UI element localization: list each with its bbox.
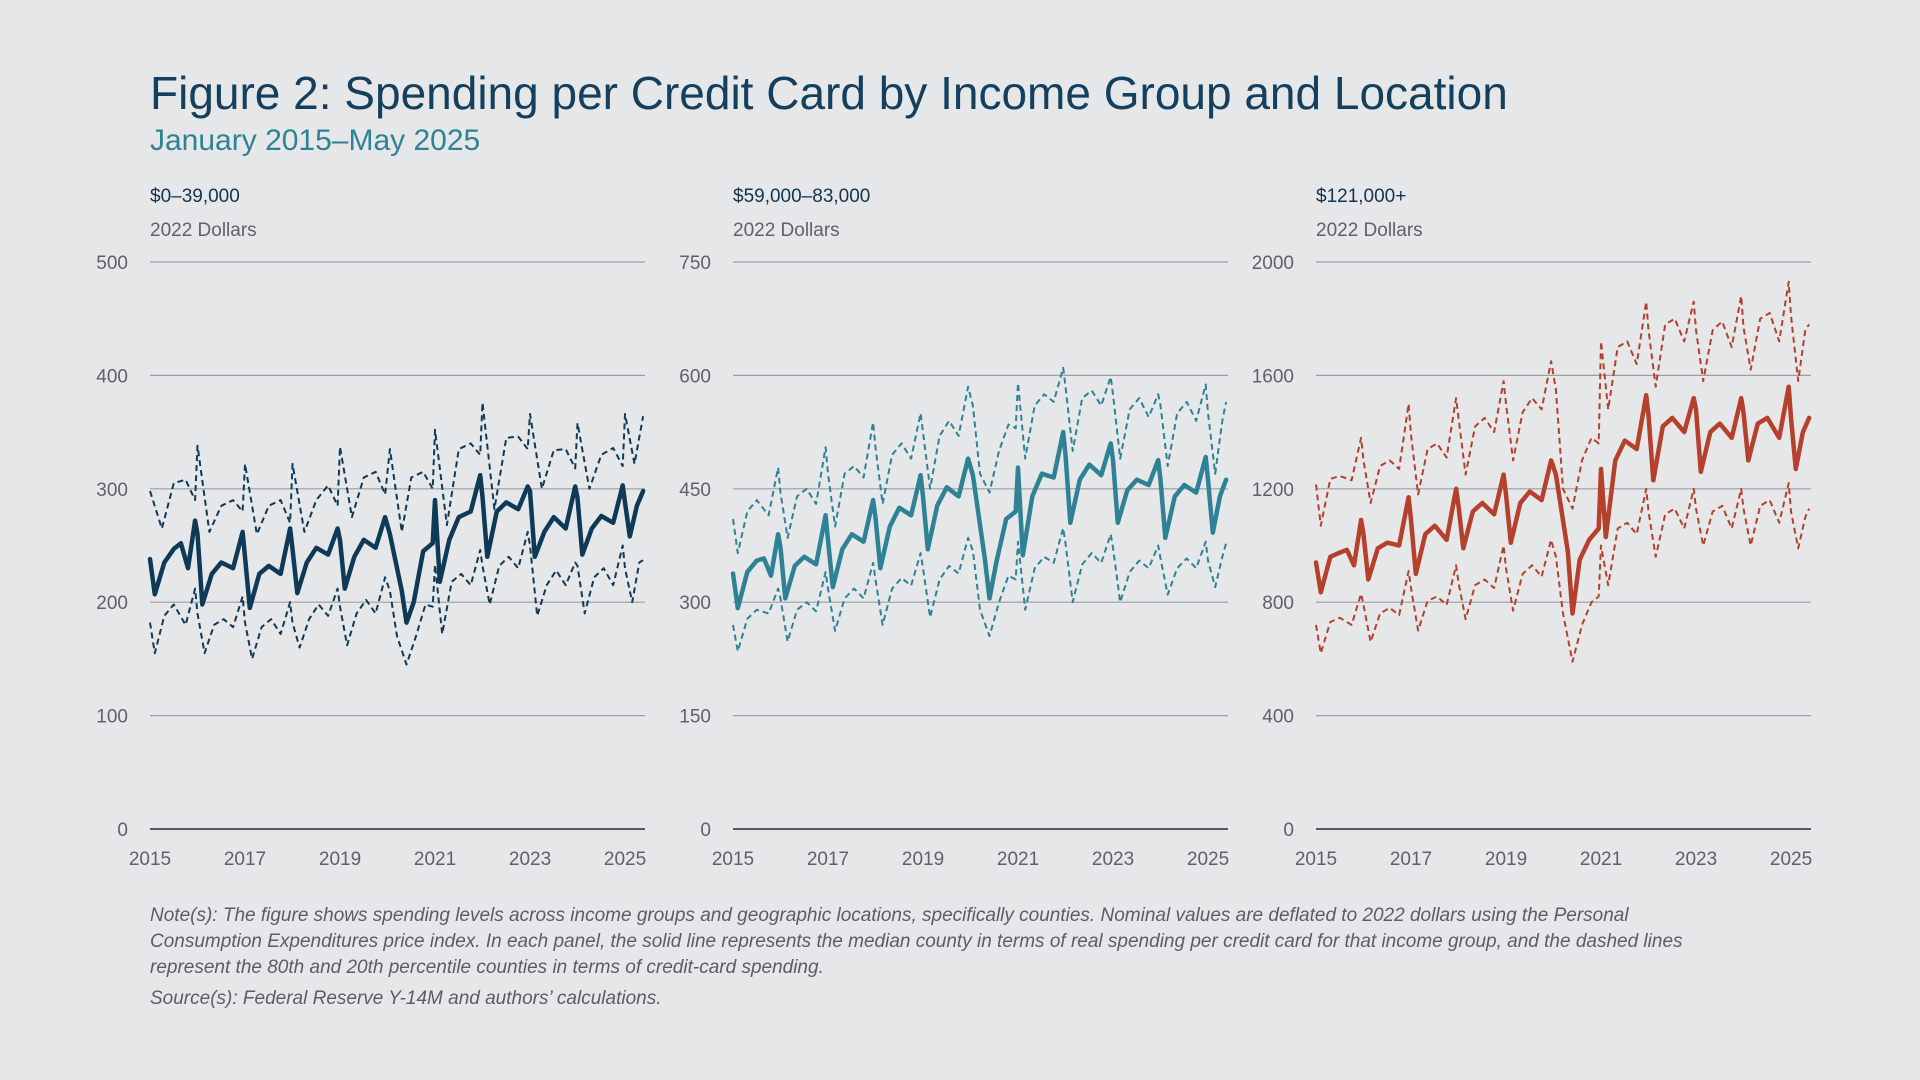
figure-title: Figure 2: Spending per Credit Card by In… (150, 67, 1508, 119)
figure-notes: Note(s): The figure shows spending level… (150, 905, 1683, 978)
x-tick-label: 2017 (807, 849, 849, 870)
series-line-p20 (1315, 482, 1811, 663)
y-tick-label: 300 (96, 480, 128, 501)
figure-subtitle: January 2015–May 2025 (150, 124, 481, 157)
x-tick-label: 2023 (509, 849, 551, 870)
series-line-p80 (1315, 280, 1810, 527)
x-tick-label: 2015 (129, 849, 171, 870)
panel-3-label: $121,000+ (1316, 186, 1407, 207)
series-line-p80 (732, 366, 1228, 555)
x-tick-label: 2019 (319, 849, 361, 870)
x-tick-label: 2021 (1580, 849, 1622, 870)
panel-1-label: $0–39,000 (150, 186, 240, 207)
x-tick-label: 2017 (224, 849, 266, 870)
y-tick-label: 1200 (1252, 480, 1294, 501)
series-line-p20 (149, 530, 644, 666)
x-tick-label: 2025 (604, 849, 646, 870)
series-line-median (1313, 384, 1812, 616)
y-tick-label: 0 (1283, 820, 1294, 841)
x-tick-label: 2015 (712, 849, 754, 870)
x-tick-label: 2023 (1675, 849, 1717, 870)
y-tick-label: 400 (1262, 707, 1294, 728)
panel-3-unit: 2022 Dollars (1316, 220, 1423, 241)
x-tick-label: 2021 (997, 849, 1039, 870)
y-tick-label: 300 (679, 593, 711, 614)
y-tick-label: 0 (700, 820, 711, 841)
chart-panel-3: 0 400 800 1200 1600 2000 2015 2017 2019 2021 2023 2… (1252, 253, 1812, 870)
x-tick-label: 2021 (414, 849, 456, 870)
x-tick-label: 2025 (1770, 849, 1812, 870)
y-tick-label: 450 (679, 480, 711, 501)
y-tick-label: 2000 (1252, 253, 1294, 274)
panel-1-unit: 2022 Dollars (150, 220, 257, 241)
y-tick-label: 800 (1262, 593, 1294, 614)
x-tick-label: 2025 (1187, 849, 1229, 870)
y-tick-label: 400 (96, 366, 128, 387)
x-tick-label: 2015 (1295, 849, 1337, 870)
y-tick-label: 500 (96, 253, 128, 274)
chart-panel-2: 0 150 300 450 600 750 2015 2017 2019 2021 2023 2025 (679, 253, 1229, 870)
x-tick-label: 2019 (1485, 849, 1527, 870)
chart-panel-1: 0 100 200 300 400 500 2015 2017 2019 2021 2023 2025 (96, 253, 646, 870)
y-tick-label: 150 (679, 707, 711, 728)
x-tick-label: 2019 (902, 849, 944, 870)
panel-2-unit: 2022 Dollars (733, 220, 840, 241)
series-line-p80 (149, 401, 645, 536)
series-line-median (730, 429, 1229, 611)
y-tick-label: 200 (96, 593, 128, 614)
y-tick-label: 0 (117, 820, 128, 841)
y-tick-label: 100 (96, 707, 128, 728)
y-tick-label: 600 (679, 366, 711, 387)
series-line-p20 (732, 527, 1228, 653)
y-tick-label: 1600 (1252, 366, 1294, 387)
figure-source: Source(s): Federal Reserve Y-14M and aut… (150, 988, 662, 1009)
series-line-median (147, 472, 646, 625)
panel-2-label: $59,000–83,000 (733, 186, 871, 207)
x-tick-label: 2017 (1390, 849, 1432, 870)
y-tick-label: 750 (679, 253, 711, 274)
x-tick-label: 2023 (1092, 849, 1134, 870)
